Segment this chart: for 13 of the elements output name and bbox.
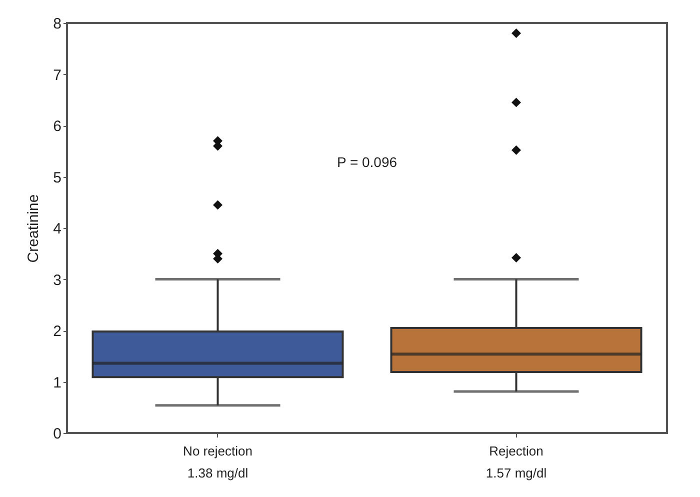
y-tick-label: 5 <box>53 169 62 186</box>
y-axis-title: Creatinine <box>25 194 42 263</box>
y-tick-label: 1 <box>53 374 62 392</box>
annotation: P = 0.096 <box>336 154 398 170</box>
y-tick-label: 6 <box>53 118 62 135</box>
x-tick-label: No rejection 1.38 mg/dl <box>183 444 252 480</box>
y-tick-label: 8 <box>53 16 62 32</box>
y-tick-label: 2 <box>53 323 62 340</box>
x-tick-label: Rejection 1.57 mg/dl <box>486 444 547 480</box>
y-tick-label: 0 <box>53 426 62 442</box>
y-tick-label: 4 <box>53 220 62 238</box>
y-tick-label: 3 <box>53 272 62 289</box>
y-tick-label: 7 <box>53 66 62 84</box>
